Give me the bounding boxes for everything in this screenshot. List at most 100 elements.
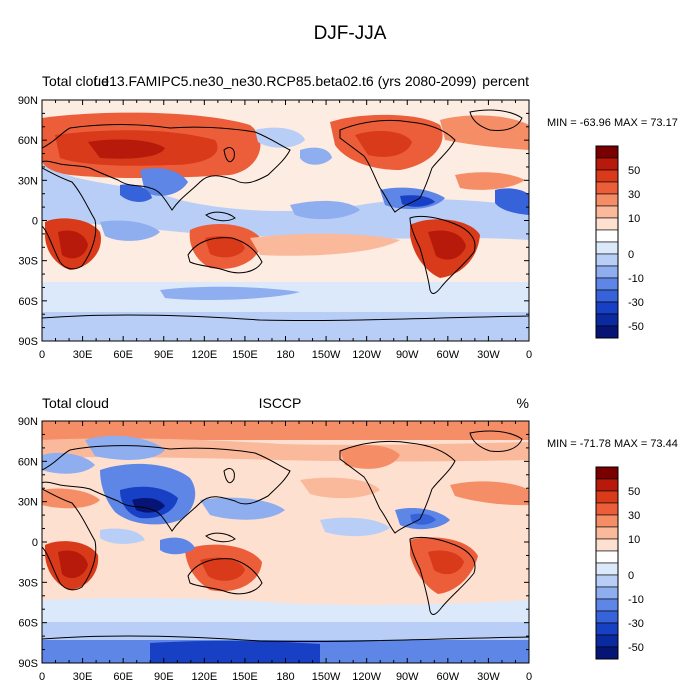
- x-tick-label: 30W: [477, 671, 500, 683]
- x-tick-label: 60E: [113, 349, 133, 361]
- top-min-max-label: MIN = -63.96 MAX = 73.17: [547, 117, 678, 129]
- x-tick-label: 90W: [396, 671, 419, 683]
- x-tick-label: 90W: [396, 349, 419, 361]
- top-coastlines: [42, 109, 529, 322]
- colorbar-frame: [595, 466, 619, 660]
- top-x-axis: 0 30E 60E 90E 120E 150E 180 150W 120W 90W 60W 30W 0: [39, 100, 532, 361]
- y-tick-label: 0: [32, 216, 38, 228]
- colorbar-swatch: [595, 301, 619, 315]
- bottom-panel: Total cloud ISCCP %: [18, 395, 678, 683]
- colorbar-label: -30: [628, 618, 644, 630]
- colorbar-swatch: [595, 514, 619, 528]
- bottom-map: [42, 421, 529, 663]
- x-tick-label: 30E: [73, 349, 93, 361]
- x-tick-label: 0: [39, 671, 45, 683]
- x-tick-label: 30W: [477, 349, 500, 361]
- colorbar-swatch: [595, 634, 619, 648]
- y-tick-label: 30N: [18, 175, 38, 187]
- x-tick-label: 60W: [437, 349, 460, 361]
- y-tick-label: 30S: [18, 256, 38, 268]
- y-tick-label: 60N: [18, 456, 38, 468]
- top-title-center: f.e13.FAMIPC5.ne30_ne30.RCP85.beta02.t6 …: [94, 73, 477, 89]
- colorbar-label: 10: [628, 213, 640, 225]
- y-tick-label: 60S: [18, 618, 38, 630]
- colorbar-swatch: [595, 253, 619, 267]
- x-tick-label: 90E: [154, 349, 174, 361]
- y-tick-label: 0: [32, 537, 38, 549]
- colorbar-swatch: [595, 502, 619, 516]
- x-tick-label: 150E: [232, 671, 258, 683]
- bottom-y-axis: 90N 60N 30N 0 30S 60S 90S: [18, 416, 529, 670]
- colorbar-swatch: [595, 490, 619, 504]
- y-tick-label: 30N: [18, 497, 38, 509]
- y-tick-label: 90S: [18, 336, 38, 348]
- bottom-title-center: ISCCP: [259, 395, 302, 411]
- colorbar-swatch: [595, 145, 619, 159]
- colorbar-swatch: [595, 289, 619, 303]
- x-tick-label: 60W: [437, 671, 460, 683]
- colorbar-label: -50: [628, 642, 644, 654]
- colorbar-label: 30: [628, 189, 640, 201]
- colorbar-swatch: [595, 157, 619, 171]
- colorbar-swatch: [595, 598, 619, 612]
- y-tick-label: 60N: [18, 135, 38, 147]
- bottom-x-axis: 0 30E 60E 90E 120E 150E 180 150W 120W 90W 60W 30W 0: [39, 421, 532, 683]
- x-tick-label: 0: [526, 671, 532, 683]
- x-tick-label: 150W: [312, 349, 341, 361]
- colorbar-swatch: [595, 646, 619, 660]
- colorbar-swatch: [595, 241, 619, 255]
- y-tick-label: 60S: [18, 296, 38, 308]
- colorbar-swatch: [595, 466, 619, 480]
- y-tick-label: 30S: [18, 577, 38, 589]
- colorbar-swatch: [595, 265, 619, 279]
- x-tick-label: 120W: [352, 671, 381, 683]
- colorbar-swatch: [595, 277, 619, 291]
- colorbar-swatch: [595, 205, 619, 219]
- colorbar-swatch: [595, 313, 619, 327]
- colorbar-label: -30: [628, 297, 644, 309]
- colorbar-swatch: [595, 538, 619, 552]
- bottom-coastlines: [42, 430, 529, 643]
- top-colorbar: 50 30 10 0 -10 -30 -50: [595, 145, 644, 339]
- colorbar-swatch: [595, 526, 619, 540]
- top-title-right: percent: [482, 73, 529, 89]
- colorbar-swatch: [595, 217, 619, 231]
- x-tick-label: 120W: [352, 349, 381, 361]
- colorbar-label: 50: [628, 486, 640, 498]
- colorbar-swatch: [595, 574, 619, 588]
- top-y-axis: 90N 60N 30N 0 30S 60S 90S: [18, 95, 529, 348]
- colorbar-swatch: [595, 550, 619, 564]
- colorbar-swatch: [595, 325, 619, 339]
- x-tick-label: 0: [526, 349, 532, 361]
- bottom-title-right: %: [517, 395, 529, 411]
- x-tick-label: 120E: [191, 671, 217, 683]
- top-anomaly-field: [42, 112, 529, 341]
- bottom-colorbar: 50 30 10 0 -10 -30 -50: [595, 466, 644, 660]
- colorbar-label: 30: [628, 510, 640, 522]
- x-tick-label: 0: [39, 349, 45, 361]
- colorbar-label: 0: [628, 249, 634, 261]
- colorbar-frame: [595, 145, 619, 339]
- colorbar-label: 0: [628, 570, 634, 582]
- top-panel: Total cloud f.e13.FAMIPC5.ne30_ne30.RCP8…: [18, 73, 678, 361]
- x-tick-label: 180: [276, 671, 294, 683]
- colorbar-swatch: [595, 181, 619, 195]
- colorbar-label: 10: [628, 534, 640, 546]
- top-map: [42, 100, 529, 341]
- colorbar-swatch: [595, 562, 619, 576]
- bottom-title-left: Total cloud: [42, 395, 109, 411]
- y-tick-label: 90N: [18, 416, 38, 428]
- bottom-min-max-label: MIN = -71.78 MAX = 73.44: [547, 438, 678, 450]
- x-tick-label: 150W: [312, 671, 341, 683]
- x-tick-label: 30E: [73, 671, 93, 683]
- colorbar-label: -10: [628, 273, 644, 285]
- y-tick-label: 90N: [18, 95, 38, 107]
- figure-title: DJF-JJA: [314, 23, 387, 44]
- x-tick-label: 180: [276, 349, 294, 361]
- colorbar-label: 50: [628, 165, 640, 177]
- colorbar-label: -50: [628, 321, 644, 333]
- top-title-left: Total cloud: [42, 73, 109, 89]
- x-tick-label: 150E: [232, 349, 258, 361]
- x-tick-label: 120E: [191, 349, 217, 361]
